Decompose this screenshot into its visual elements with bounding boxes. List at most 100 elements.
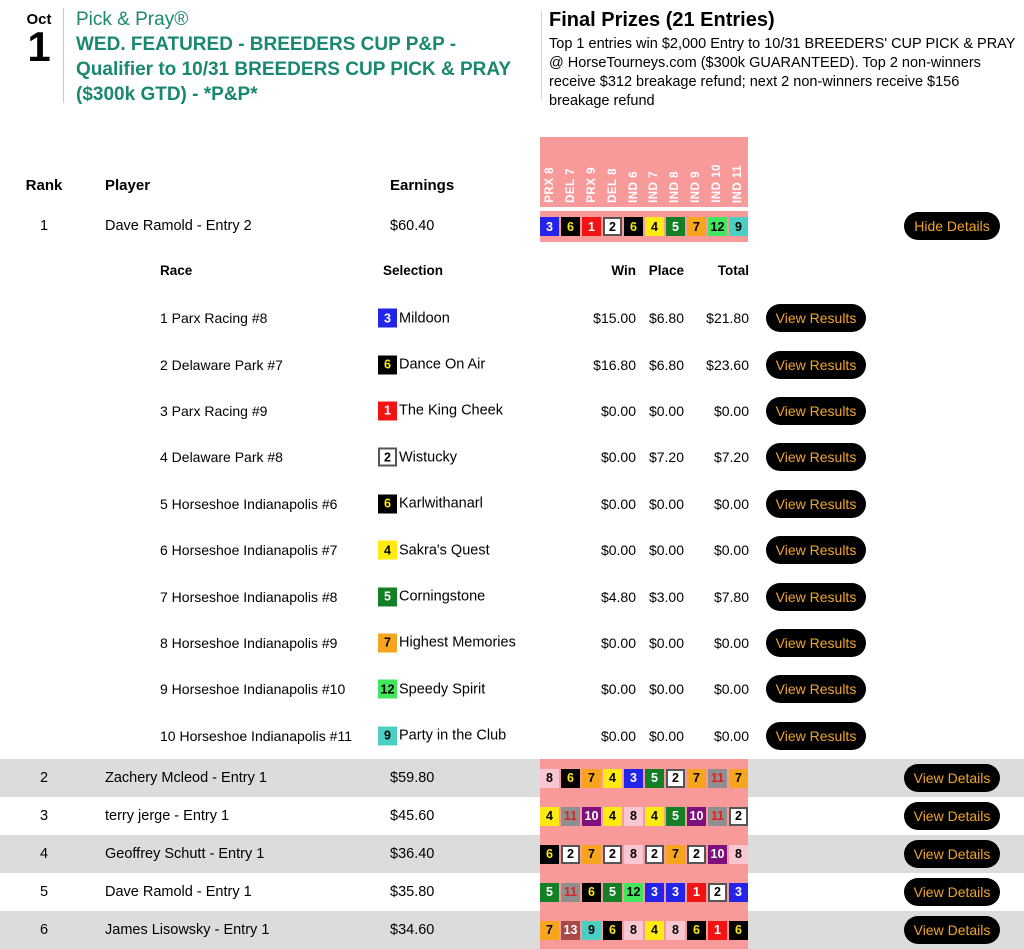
view-results-button[interactable]: View Results <box>766 675 866 704</box>
saddle-cloth-3: 3 <box>729 882 748 902</box>
view-results-button[interactable]: View Results <box>766 489 866 518</box>
picks-strip: 6 2 7 2 8 2 7 2 10 8 <box>540 835 748 873</box>
earnings-value: $36.40 <box>390 846 435 862</box>
track-label-cell: DEL 8 <box>603 168 622 203</box>
horse-name: Mildoon <box>399 310 450 327</box>
saddle-cloth-2: 2 <box>561 844 580 864</box>
prizes-divider <box>541 10 542 100</box>
horse-name: Speedy Spirit <box>399 681 486 698</box>
earnings-value: $60.40 <box>390 218 435 234</box>
saddle-cloth-6: 6 <box>378 494 397 514</box>
rank-value: 1 <box>39 218 49 234</box>
saddle-cloth-6: 6 <box>378 355 397 375</box>
saddle-cloth-12: 12 <box>378 679 397 699</box>
win-amount: $0.00 <box>600 681 636 698</box>
saddle-cloth-8: 8 <box>624 806 643 826</box>
race-label: 1 Parx Racing #8 <box>160 310 268 327</box>
view-details-button[interactable]: View Details <box>904 802 1000 830</box>
earnings-value: $34.60 <box>390 922 435 938</box>
track-label-cell: IND 9 <box>687 171 706 203</box>
saddle-cloth-1: 1 <box>378 401 397 421</box>
race-detail-row: 5 Horseshoe Indianapolis #6 6 Karlwithan… <box>0 481 1024 527</box>
saddle-cloth-9: 9 <box>582 920 601 940</box>
horse-name: Karlwithanarl <box>399 495 483 512</box>
place-amount: $0.00 <box>648 681 684 698</box>
saddle-cloth-4: 4 <box>645 806 664 826</box>
race-details-list: 1 Parx Racing #8 3 Mildoon $15.00 $6.80 … <box>0 295 1024 759</box>
win-amount: $15.00 <box>593 310 636 327</box>
rank-value: 2 <box>39 770 49 786</box>
place-amount: $7.20 <box>648 449 684 466</box>
saddle-cloth-8: 8 <box>624 844 643 864</box>
view-details-button[interactable]: View Details <box>904 840 1000 868</box>
saddle-cloth-10: 10 <box>582 806 601 826</box>
race-detail-row: 4 Delaware Park #8 2 Wistucky $0.00 $7.2… <box>0 434 1024 480</box>
event-title: WED. FEATURED - BREEDERS CUP P&P - Quali… <box>76 34 511 105</box>
saddle-cloth-7: 7 <box>582 768 601 788</box>
track-label-cell: DEL 7 <box>562 168 581 203</box>
saddle-cloth-4: 4 <box>378 540 397 560</box>
final-prizes-description: Top 1 entries win $2,000 Entry to 10/31 … <box>549 36 1016 109</box>
total-amount: $21.80 <box>706 310 749 327</box>
view-results-button[interactable]: View Results <box>766 304 866 333</box>
date-divider <box>63 8 64 103</box>
saddle-cloth-2: 2 <box>687 844 706 864</box>
view-results-button[interactable]: View Results <box>766 443 866 472</box>
earnings-value: $59.80 <box>390 770 435 786</box>
horse-name: Wistucky <box>399 449 457 466</box>
total-amount: $0.00 <box>713 402 749 419</box>
total-amount: $7.80 <box>713 588 749 605</box>
selection-cell: 9 Party in the Club <box>378 726 506 746</box>
race-detail-row: 2 Delaware Park #7 6 Dance On Air $16.80… <box>0 341 1024 387</box>
rank-value: 3 <box>39 808 49 824</box>
saddle-cloth-11: 11 <box>708 806 727 826</box>
player-name: Zachery Mcleod - Entry 1 <box>105 770 267 786</box>
selection-cell: 7 Highest Memories <box>378 633 516 653</box>
race-label: 6 Horseshoe Indianapolis #7 <box>160 542 338 559</box>
saddle-cloth-2: 2 <box>603 217 622 236</box>
track-label-cell: PRX 8 <box>541 167 560 203</box>
saddle-cloth-4: 4 <box>603 768 622 788</box>
win-amount: $0.00 <box>600 542 636 559</box>
saddle-cloth-7: 7 <box>378 633 397 653</box>
total-amount: $0.00 <box>713 495 749 512</box>
race-label: 3 Parx Racing #9 <box>160 402 268 419</box>
selection-cell: 3 Mildoon <box>378 308 450 328</box>
horse-name: Sakra's Quest <box>399 542 490 559</box>
saddle-cloth-2: 2 <box>603 844 622 864</box>
track-label-cell: IND 10 <box>707 164 726 203</box>
saddle-cloth-8: 8 <box>729 844 748 864</box>
saddle-cloth-3: 3 <box>540 217 559 236</box>
track-label: IND 9 <box>689 171 702 203</box>
saddle-cloth-6: 6 <box>603 920 622 940</box>
track-label: DEL 8 <box>606 168 619 203</box>
win-amount: $0.00 <box>600 449 636 466</box>
track-label: IND 10 <box>710 164 723 203</box>
view-results-button[interactable]: View Results <box>766 721 866 750</box>
track-label-cell: IND 8 <box>666 171 685 203</box>
view-results-button[interactable]: View Results <box>766 350 866 379</box>
place-amount: $3.00 <box>648 588 684 605</box>
saddle-cloth-1: 1 <box>687 882 706 902</box>
saddle-cloth-7: 7 <box>687 217 706 236</box>
picks-strip: 4 11 10 4 8 4 5 10 11 2 <box>540 797 748 835</box>
selection-cell: 1 The King Cheek <box>378 401 503 421</box>
view-results-button[interactable]: View Results <box>766 396 866 425</box>
saddle-cloth-7: 7 <box>687 768 706 788</box>
view-details-button[interactable]: View Details <box>904 916 1000 944</box>
win-amount: $0.00 <box>600 727 636 744</box>
view-details-button[interactable]: View Details <box>904 764 1000 792</box>
view-details-button[interactable]: View Details <box>904 878 1000 906</box>
view-results-button[interactable]: View Results <box>766 536 866 565</box>
event-date-month: Oct <box>26 11 52 28</box>
view-results-button[interactable]: View Results <box>766 582 866 611</box>
place-amount: $6.80 <box>648 356 684 373</box>
saddle-cloth-4: 4 <box>603 806 622 826</box>
earnings-value: $35.80 <box>390 884 435 900</box>
saddle-cloth-1: 1 <box>708 920 727 940</box>
hide-details-button[interactable]: Hide Details <box>904 212 1000 240</box>
view-results-button[interactable]: View Results <box>766 628 866 657</box>
